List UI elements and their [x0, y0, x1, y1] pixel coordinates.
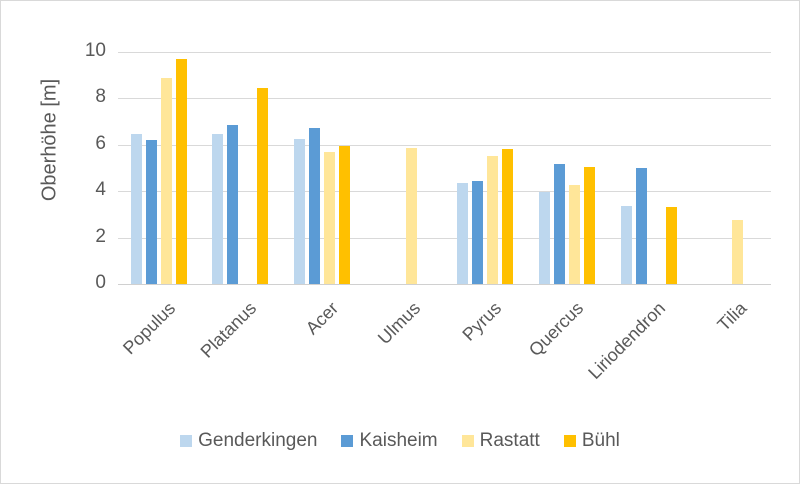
bar-liriodendron-bühl: [665, 206, 677, 284]
legend-swatch-icon: [461, 435, 474, 447]
bar-acer-kaisheim: [309, 128, 321, 284]
legend-label: Genderkingen: [198, 430, 318, 451]
bar-quercus-rastatt: [568, 184, 580, 284]
legend-swatch-icon: [563, 435, 576, 447]
legend-item-bühl: Bühl: [563, 430, 620, 452]
bar-populus-bühl: [175, 58, 187, 284]
legend-item-genderkingen: Genderkingen: [180, 430, 317, 452]
bar-quercus-kaisheim: [553, 164, 565, 284]
y-tick-label: 8: [95, 86, 106, 108]
legend-swatch-icon: [341, 435, 354, 447]
bar-pyrus-rastatt: [487, 155, 499, 284]
bar-quercus-bühl: [583, 167, 595, 284]
y-axis-title: Oberhöhe [m]: [38, 78, 61, 202]
y-tick-label: 6: [95, 132, 106, 154]
bar-pyrus-genderkingen: [457, 183, 469, 284]
y-tick-label: 0: [95, 272, 106, 293]
legend-label: Rastatt: [479, 430, 540, 451]
bar-quercus-genderkingen: [538, 191, 550, 284]
bar-acer-genderkingen: [294, 138, 306, 284]
legend-label: Bühl: [581, 430, 620, 451]
plot-area: [118, 52, 771, 285]
gridline: [118, 98, 771, 100]
legend-item-kaisheim: Kaisheim: [341, 430, 438, 452]
legend-item-rastatt: Rastatt: [461, 430, 540, 452]
bar-platanus-bühl: [257, 87, 269, 284]
gridline: [118, 191, 771, 193]
bar-tilia-rastatt: [732, 219, 744, 284]
bar-populus-genderkingen: [130, 134, 142, 284]
bar-populus-kaisheim: [145, 139, 157, 284]
bar-platanus-genderkingen: [212, 134, 224, 284]
y-tick-label: 10: [84, 40, 106, 61]
y-tick-label: 2: [95, 225, 106, 247]
bar-populus-rastatt: [160, 78, 172, 284]
bar-pyrus-kaisheim: [472, 181, 484, 284]
chart-legend: Genderkingen Kaisheim Rastatt Bühl: [0, 430, 800, 452]
legend-swatch-icon: [180, 435, 193, 447]
bar-pyrus-bühl: [502, 149, 514, 284]
y-tick-label: 4: [95, 179, 106, 201]
bar-acer-bühl: [339, 145, 351, 284]
bar-platanus-kaisheim: [227, 125, 239, 284]
bar-liriodendron-genderkingen: [620, 206, 632, 284]
bar-ulmus-rastatt: [405, 147, 417, 284]
gridline: [118, 52, 771, 53]
gridline: [118, 237, 771, 239]
gridline: [118, 144, 771, 146]
bar-acer-rastatt: [324, 152, 336, 284]
gridline: [118, 284, 771, 285]
bar-liriodendron-kaisheim: [635, 167, 647, 284]
legend-label: Kaisheim: [359, 430, 438, 451]
